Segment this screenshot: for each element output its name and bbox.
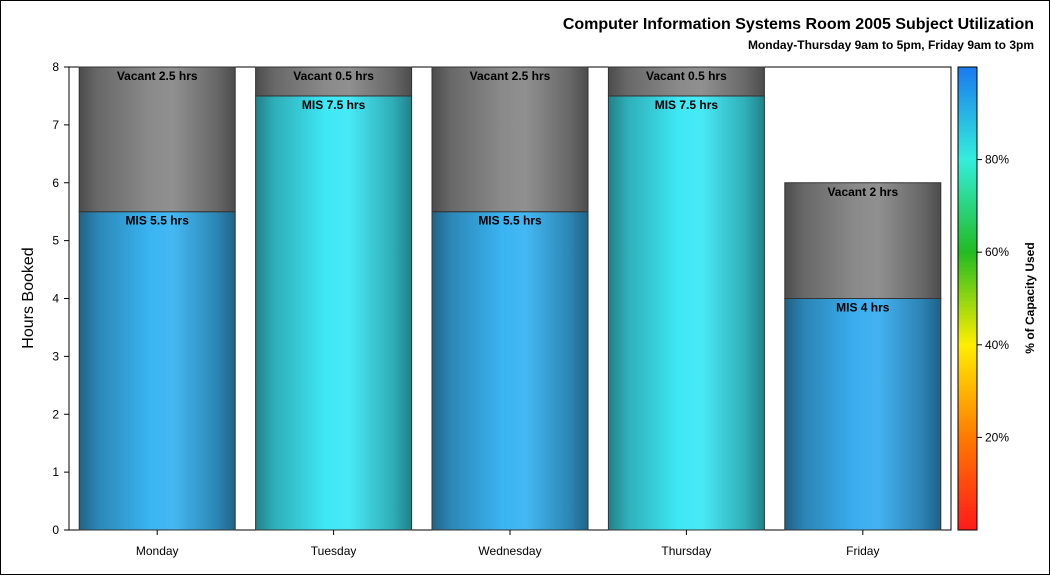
chart-subtitle: Monday-Thursday 9am to 5pm, Friday 9am t… [748,38,1034,52]
bar-label-vacant-tuesday: Vacant 0.5 hrs [293,69,374,83]
y-tick-label: 0 [52,523,59,537]
colorbar-tick-label: 40% [985,338,1009,352]
colorbar-label: % of Capacity Used [1023,242,1037,353]
y-tick-label: 8 [52,60,59,74]
chart-title: Computer Information Systems Room 2005 S… [563,16,1034,33]
bar-label-mis-friday: MIS 4 hrs [836,301,890,315]
x-tick-label: Wednesday [478,544,541,558]
bar-label-vacant-thursday: Vacant 0.5 hrs [646,69,727,83]
y-tick-label: 1 [52,465,59,479]
bar-label-vacant-wednesday: Vacant 2.5 hrs [470,69,551,83]
y-tick-label: 7 [52,118,59,132]
bar-label-mis-wednesday: MIS 5.5 hrs [478,214,542,228]
bar-label-vacant-monday: Vacant 2.5 hrs [117,69,198,83]
bar-mis-wednesday [431,211,589,531]
bar-vacant-thursday [607,66,765,97]
x-tick-label: Thursday [661,544,711,558]
bar-mis-monday [78,211,236,531]
y-tick-label: 5 [52,234,59,248]
colorbar: 20% 40% 60% 80% [957,66,1009,531]
y-tick-label: 4 [52,292,59,306]
x-axis: Monday Tuesday Wednesday Thursday Friday [136,530,879,558]
x-tick-label: Friday [846,544,879,558]
bar-label-mis-thursday: MIS 7.5 hrs [655,98,719,112]
bars-group: MIS 5.5 hrs Vacant 2.5 hrs MIS 7.5 hrs Vaca… [78,66,942,531]
y-axis-label: Hours Booked [20,247,37,348]
y-axis: 0 1 2 3 4 5 6 7 8 [52,60,69,537]
y-tick-label: 2 [52,407,59,421]
colorbar-tick-label: 20% [985,430,1009,444]
y-tick-label: 6 [52,176,59,190]
bar-mis-tuesday [255,95,413,531]
colorbar-scale [957,66,978,531]
bar-vacant-friday [784,182,942,299]
bar-label-mis-tuesday: MIS 7.5 hrs [302,98,366,112]
bar-label-vacant-friday: Vacant 2 hrs [827,185,898,199]
bar-mis-friday [784,298,942,531]
bar-vacant-monday [78,66,236,213]
colorbar-tick-label: 80% [985,153,1009,167]
bar-vacant-tuesday [255,66,413,97]
y-tick-label: 3 [52,349,59,363]
x-tick-label: Monday [136,544,179,558]
bar-vacant-wednesday [431,66,589,213]
bar-mis-thursday [607,95,765,531]
bar-label-mis-monday: MIS 5.5 hrs [126,214,190,228]
x-tick-label: Tuesday [311,544,357,558]
colorbar-tick-label: 60% [985,245,1009,259]
